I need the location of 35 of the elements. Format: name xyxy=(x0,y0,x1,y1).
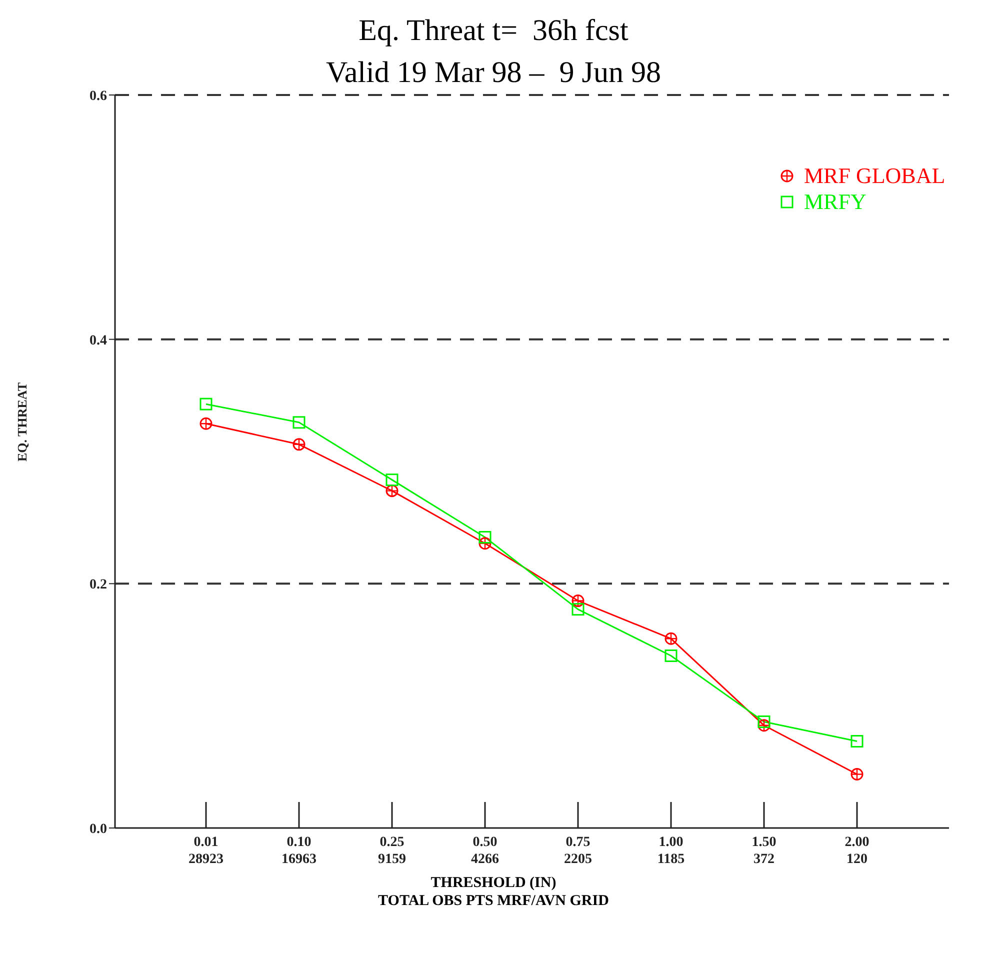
y-tick-label: 0.6 xyxy=(90,88,107,104)
legend-label: MRF GLOBAL xyxy=(804,163,946,189)
point xyxy=(386,484,398,498)
x-tick-label: 1.00 1185 xyxy=(657,835,685,867)
legend-label: MRFY xyxy=(804,189,866,215)
chart-title: Eq. Threat t= 36h fcst xyxy=(358,13,630,49)
point xyxy=(478,530,492,544)
y-tick-label: 0.0 xyxy=(90,822,107,837)
x-tick-label: 0.75 2205 xyxy=(564,835,592,867)
x-tick-label: 2.00 120 xyxy=(844,835,870,867)
x-axis-title: THRESHOLD (IN) xyxy=(430,874,558,892)
point xyxy=(292,416,306,429)
x-tick-label: 0.01 28923 xyxy=(188,835,224,867)
y-axis-title: EQ. THREAT xyxy=(14,382,30,462)
x-tick-label: 0.50 4266 xyxy=(471,835,499,867)
point xyxy=(200,398,212,410)
point xyxy=(478,537,492,550)
x-tick-label: 1.50 372 xyxy=(752,835,776,867)
point xyxy=(386,474,398,486)
point xyxy=(850,735,864,748)
point xyxy=(850,768,864,780)
point xyxy=(572,603,584,616)
x-tick-label: 0.25 9159 xyxy=(378,835,406,867)
y-tick-label: 0.4 xyxy=(90,333,107,348)
point xyxy=(572,594,584,608)
point xyxy=(758,719,770,732)
point xyxy=(664,649,678,662)
text: TOTAL OBS PTS MRF/AVN GRID xyxy=(377,892,610,910)
point xyxy=(758,715,770,728)
point xyxy=(200,417,212,430)
x-tick-label: 0.10 16963 xyxy=(282,835,316,867)
y-tick-label: 0.2 xyxy=(90,578,107,593)
chart-subtitle: Valid 19 Mar 98 – 9 Jun 98 xyxy=(326,56,661,89)
point xyxy=(664,632,678,645)
point xyxy=(292,438,306,451)
